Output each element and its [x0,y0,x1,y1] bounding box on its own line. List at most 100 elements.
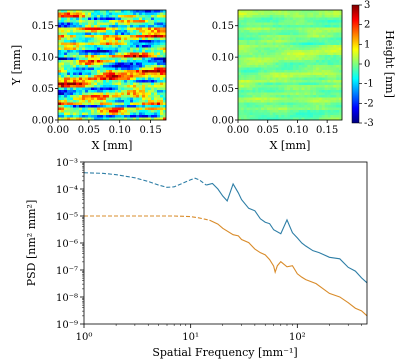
heatmap-cell [163,115,167,118]
heatmap-cell [275,52,279,56]
heatmap-cell [304,117,308,121]
heatmap-cell [82,80,86,83]
heatmap-cell [130,17,134,21]
heatmap-cell [139,20,143,23]
heatmap-cell [145,27,149,31]
heatmap-cell [316,12,320,16]
heatmap-cell [106,97,110,101]
heatmap-cell [249,92,253,96]
heatmap-cell [127,50,131,53]
heatmap-cell [76,105,80,108]
heatmap-cell [298,15,302,18]
heatmap-cell [298,90,302,93]
heatmap-cell [70,67,74,71]
heatmap-cell [97,32,101,36]
heatmap-cell [76,95,80,98]
psd-x-tick-label: 10⁰ [76,332,93,343]
heatmap-cell [148,12,152,16]
heatmap-cell [151,72,155,76]
heatmap-cell [287,50,291,53]
heatmap-cell [139,62,143,66]
heatmap-cell [145,25,149,28]
heatmap-cell [127,70,131,73]
heatmap-cell [290,70,294,73]
heatmap-cell [160,65,164,68]
heatmap-cell [142,45,146,48]
heatmap-cell [130,37,134,41]
heatmap-cell [295,15,299,18]
heatmap-cell [275,117,279,121]
heatmap-cell [109,52,113,56]
heatmap-cell [142,22,146,26]
heatmap-cell [292,75,297,78]
heatmap-cell [240,17,245,21]
heatmap-cell [79,115,83,118]
heatmap-cell [318,87,323,91]
heatmap-cell [151,17,155,21]
heatmap-cell [97,87,101,91]
heatmap-cell [142,77,146,81]
heatmap-cell [290,115,294,118]
heatmap-cell [264,22,268,26]
heatmap-cell [148,32,152,36]
heatmap-cell [339,37,343,41]
heatmap-cell [278,37,282,41]
heatmap-cell [258,15,262,18]
heatmap-cell [292,12,297,16]
heatmap-cell [121,32,125,36]
heatmap-cell [136,97,140,101]
heatmap-cell [64,40,68,43]
heatmap-cell [73,82,77,86]
heatmap-cell [112,17,116,21]
heatmap-cell [324,10,328,13]
heatmap-cell [246,85,250,88]
heatmap-cell [261,42,265,46]
heatmap-cell [318,30,323,33]
heatmap-cell [330,117,334,121]
heatmap-cell [154,47,158,51]
heatmap-cell [301,102,305,106]
heatmap-cell [109,105,113,108]
heatmap-cell [97,115,101,118]
heatmap-cell [318,35,323,38]
heatmap-cell [313,32,317,36]
heatmap-cell [321,10,325,13]
heatmap-cell [339,67,343,71]
heatmap-cell [292,77,297,81]
heatmap-cell [307,30,311,33]
heatmap-cell [103,97,107,101]
heatmap-cell [275,57,279,61]
heatmap-cell [157,105,161,108]
heatmap-cell [275,27,279,31]
heatmap-cell [94,32,98,36]
heatmap-cell [316,57,320,61]
heatmap-cell [272,85,276,88]
heatmap-cell [333,110,337,113]
heatmap-cell [64,27,68,31]
heatmap-cell [163,77,167,81]
heatmap-cell [154,52,158,56]
heatmap-cell [127,92,131,96]
heatmap-cell [97,40,101,43]
heatmap-cell [58,45,62,48]
heatmap-cell [255,105,259,108]
heatmap-cell [160,117,164,121]
heatmap-cell [91,92,95,96]
heatmap-cell [94,90,98,93]
heatmap-cell [240,52,245,56]
heatmap-cell [88,52,92,56]
heatmap-cell [118,87,122,91]
heatmap-cell [64,35,68,38]
heatmap-cell [79,77,83,81]
heatmap-cell [130,57,134,61]
heatmap-cell [264,92,268,96]
heatmap-cell [313,95,317,98]
heatmap-cell [284,20,288,23]
heatmap-cell [142,32,146,36]
heatmap-cell [310,40,314,43]
heatmap-cell [336,55,340,58]
heatmap-cell [58,47,62,51]
heatmap-cell [61,100,65,103]
heatmap-cell [130,35,134,38]
heatmap-cell [249,52,253,56]
